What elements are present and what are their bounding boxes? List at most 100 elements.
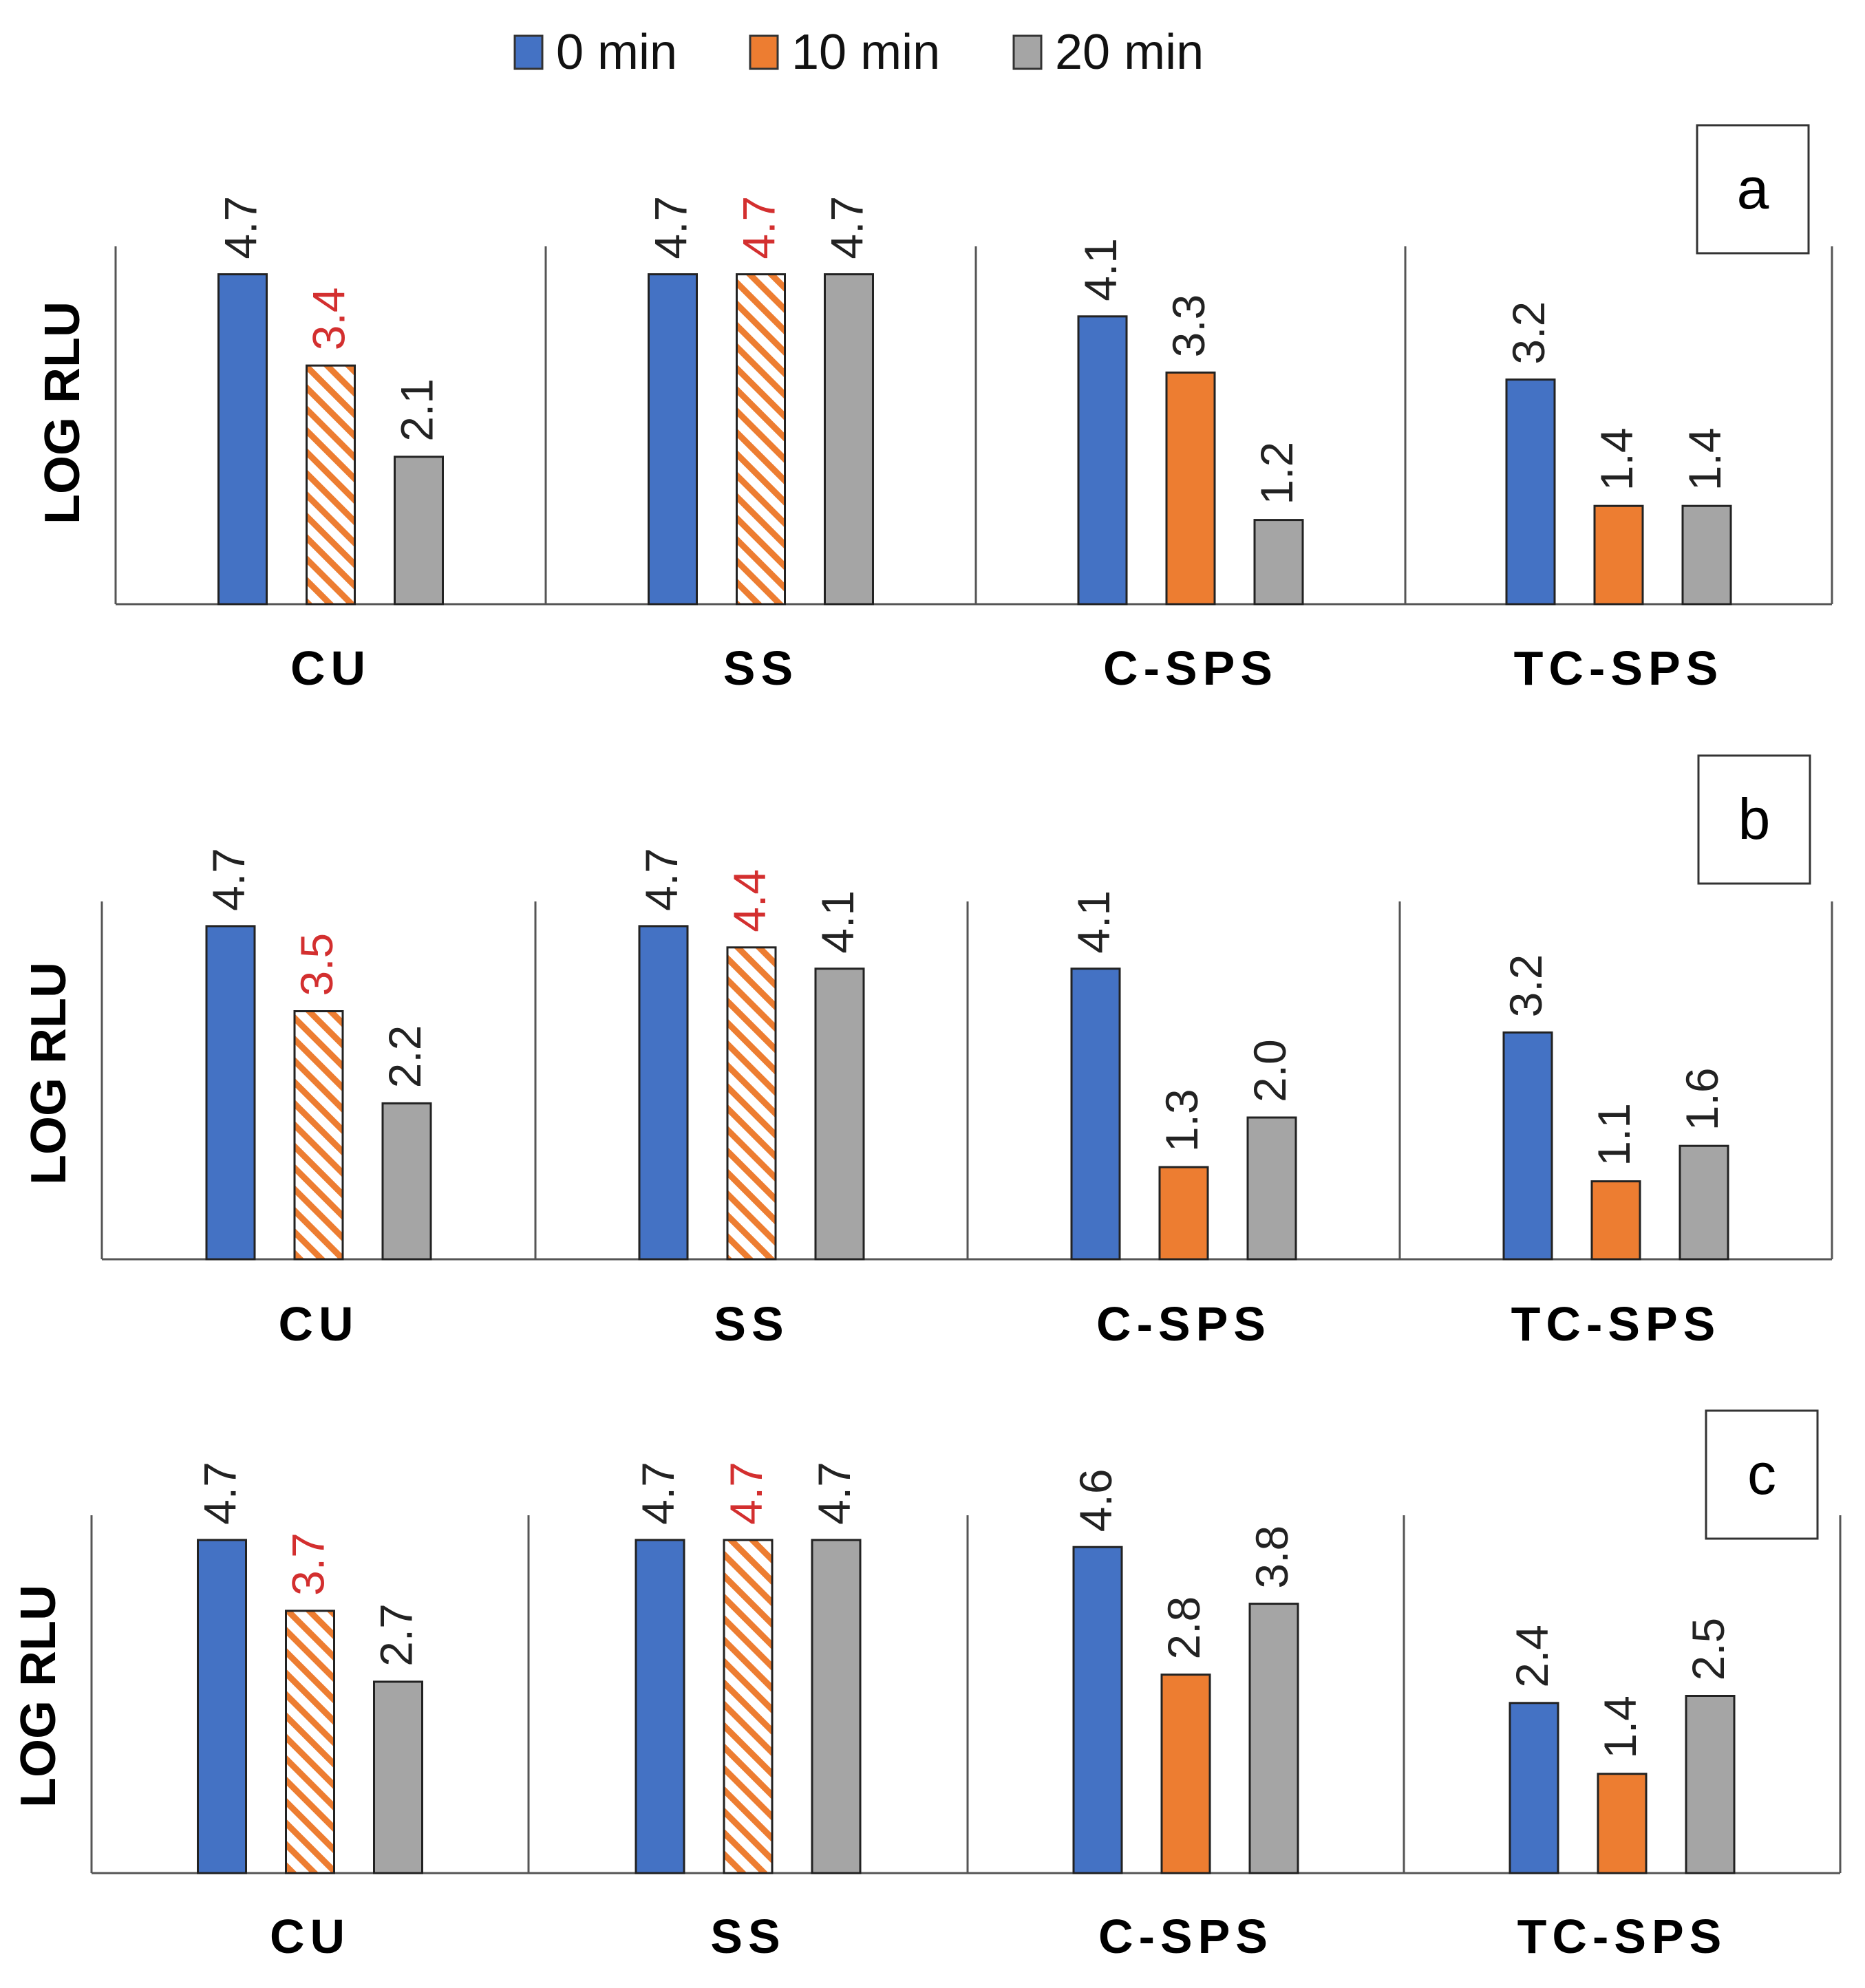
data-label-tc-sps-10min: 1.4 (1591, 427, 1642, 491)
panel-letter-box (1705, 1409, 1819, 1540)
bar-c-sps-20min (1248, 1603, 1299, 1874)
data-label-c-sps-0min: 4.1 (1075, 238, 1126, 301)
category-label-ss: SS (723, 641, 798, 695)
legend-label-20min: 20 min (1055, 25, 1204, 80)
bar-ss-20min (814, 968, 865, 1261)
data-label-tc-sps-0min: 3.2 (1503, 301, 1554, 365)
bar-cu-20min (381, 1102, 432, 1261)
bar-ss-0min (635, 1539, 685, 1874)
bar-cu-0min (217, 273, 268, 606)
data-label-cu-10min: 3.4 (303, 287, 354, 350)
data-label-ss-0min: 4.7 (646, 196, 696, 259)
category-label-ss: SS (714, 1297, 789, 1351)
data-label-cu-0min: 4.7 (215, 196, 266, 259)
bar-ss-10min (726, 946, 777, 1261)
bar-c-sps-20min (1253, 519, 1304, 606)
data-label-tc-sps-20min: 2.5 (1683, 1618, 1734, 1681)
category-label-tc-sps: TC-SPS (1511, 1297, 1721, 1351)
bar-tc-sps-0min (1502, 1031, 1553, 1261)
bar-ss-10min (736, 273, 786, 606)
data-label-c-sps-10min: 3.3 (1163, 295, 1214, 358)
data-label-cu-10min: 3.7 (283, 1532, 334, 1596)
data-label-c-sps-0min: 4.1 (1068, 890, 1119, 954)
bar-ss-0min (648, 273, 698, 606)
bar-tc-sps-20min (1685, 1695, 1736, 1874)
data-label-cu-0min: 4.7 (195, 1462, 246, 1525)
bar-tc-sps-10min (1593, 504, 1644, 606)
legend-item-20min: 20 min (1012, 25, 1204, 80)
data-label-tc-sps-10min: 1.1 (1588, 1103, 1639, 1166)
bar-cu-10min (285, 1610, 335, 1874)
category-label-c-sps: C-SPS (1103, 641, 1278, 695)
legend-label-0min: 0 min (556, 25, 677, 80)
data-label-cu-20min: 2.7 (371, 1603, 422, 1667)
bar-c-sps-0min (1077, 315, 1128, 606)
bar-tc-sps-20min (1678, 1144, 1729, 1261)
legend: 0 min 10 min 20 min (513, 25, 1204, 80)
category-label-tc-sps: TC-SPS (1517, 1910, 1727, 1963)
bar-tc-sps-10min (1590, 1180, 1641, 1261)
bar-tc-sps-0min (1509, 1702, 1559, 1874)
data-label-ss-10min: 4.4 (724, 869, 775, 932)
panels: LOG RLU a CU 4.7 3.4 2.1 SS 4.7 4.7 4.7 C-SPS 4.1 3.… (11, 124, 1842, 1963)
data-label-tc-sps-20min: 1.4 (1679, 427, 1730, 491)
data-label-tc-sps-0min: 2.4 (1506, 1625, 1557, 1688)
panel-letter-box (1696, 124, 1810, 255)
category-label-tc-sps: TC-SPS (1514, 641, 1724, 695)
bar-ss-10min (723, 1539, 774, 1874)
chart-panel-a: LOG RLU a CU 4.7 3.4 2.1 SS 4.7 4.7 4.7 C-SPS 4.1 3.… (35, 124, 1833, 695)
legend-swatch-20min (1012, 34, 1043, 70)
bar-cu-10min (306, 364, 356, 606)
bar-cu-20min (373, 1680, 423, 1874)
panel-letter: c (1747, 1442, 1776, 1506)
data-label-cu-20min: 2.1 (392, 378, 443, 442)
chart-panel-b: LOG RLU b CU 4.7 3.5 2.2 SS 4.7 4.4 4.1 C-SPS 4.1 1.… (21, 754, 1833, 1351)
data-label-ss-20min: 4.7 (809, 1462, 860, 1525)
panel-letter: b (1738, 787, 1771, 851)
data-label-ss-10min: 4.7 (721, 1462, 771, 1525)
panel-letter-box (1697, 754, 1811, 885)
y-axis-label: LOG RLU (11, 1585, 66, 1808)
y-axis-label: LOG RLU (21, 962, 76, 1185)
panel-letter: a (1737, 156, 1769, 221)
data-label-cu-10min: 3.5 (291, 933, 342, 996)
data-label-cu-20min: 2.2 (379, 1025, 430, 1089)
category-label-c-sps: C-SPS (1096, 1297, 1271, 1351)
data-label-c-sps-0min: 4.6 (1070, 1468, 1121, 1532)
bar-ss-0min (638, 925, 689, 1261)
data-label-tc-sps-10min: 1.4 (1595, 1696, 1645, 1759)
bar-tc-sps-20min (1681, 504, 1732, 606)
category-label-ss: SS (710, 1910, 785, 1963)
data-label-c-sps-20min: 3.8 (1246, 1526, 1297, 1589)
legend-label-10min: 10 min (791, 25, 940, 80)
bar-ss-20min (811, 1539, 862, 1874)
data-label-c-sps-20min: 1.2 (1251, 442, 1302, 505)
data-label-ss-10min: 4.7 (734, 196, 785, 259)
data-label-ss-0min: 4.7 (636, 848, 687, 911)
bar-cu-0min (197, 1539, 247, 1874)
data-label-c-sps-20min: 2.0 (1244, 1039, 1295, 1102)
bar-cu-0min (205, 925, 256, 1261)
category-label-cu: CU (278, 1297, 359, 1351)
data-label-c-sps-10min: 2.8 (1158, 1596, 1209, 1660)
y-axis-label: LOG RLU (35, 301, 90, 524)
bar-cu-20min (394, 456, 444, 606)
legend-item-0min: 0 min (513, 25, 677, 80)
bar-tc-sps-0min (1505, 378, 1556, 606)
legend-item-10min: 10 min (749, 25, 940, 80)
bar-c-sps-20min (1246, 1116, 1297, 1261)
legend-swatch-0min (513, 34, 544, 70)
bar-c-sps-10min (1160, 1674, 1211, 1874)
category-label-cu: CU (290, 641, 371, 695)
bar-ss-20min (824, 273, 874, 606)
category-label-cu: CU (270, 1910, 350, 1963)
bar-c-sps-10min (1158, 1166, 1209, 1261)
data-label-tc-sps-0min: 3.2 (1500, 954, 1551, 1018)
bar-c-sps-10min (1165, 371, 1216, 606)
chart-panel-c: LOG RLU c CU 4.7 3.7 2.7 SS 4.7 4.7 4.7 C-SPS 4.6 2.… (11, 1409, 1842, 1963)
legend-swatch-10min (749, 34, 779, 70)
data-label-ss-20min: 4.7 (822, 196, 873, 259)
data-label-cu-0min: 4.7 (203, 848, 254, 911)
data-label-tc-sps-20min: 1.6 (1676, 1067, 1727, 1131)
